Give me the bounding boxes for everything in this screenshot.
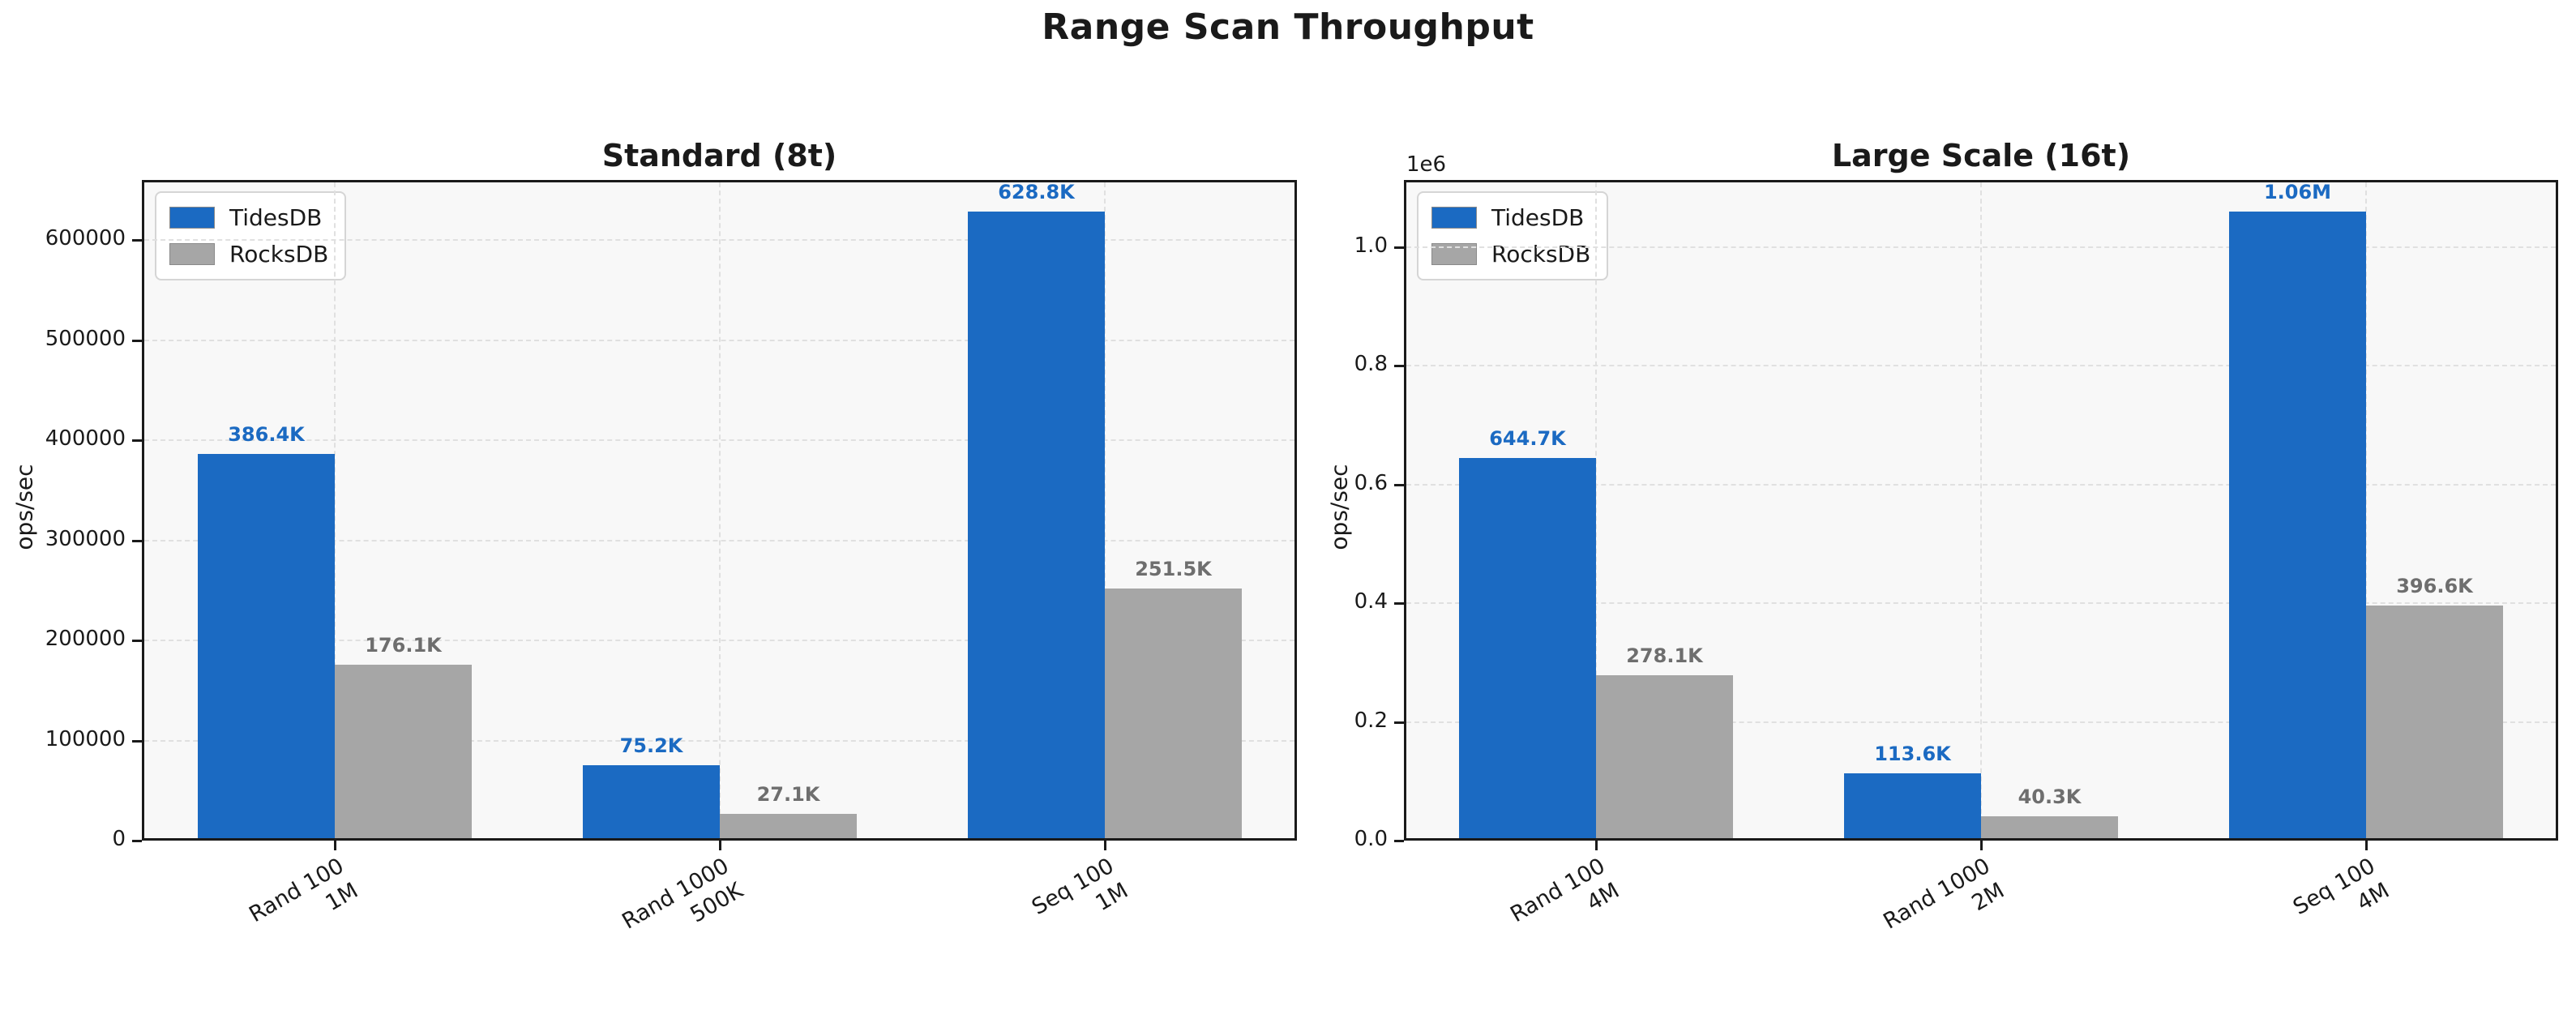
y-tick-label: 500000 bbox=[45, 326, 126, 351]
tick-mark bbox=[1394, 721, 1404, 724]
tick-mark bbox=[1394, 365, 1404, 368]
bar-value-label: 251.5K bbox=[1135, 558, 1212, 580]
bar-value-label: 113.6K bbox=[1874, 743, 1951, 765]
tick-mark bbox=[1595, 841, 1598, 850]
gridline bbox=[1980, 182, 1982, 838]
y-tick-label: 0.0 bbox=[1354, 827, 1388, 851]
tick-mark bbox=[132, 439, 142, 443]
legend-label-tidesdb: TidesDB bbox=[1491, 204, 1585, 231]
bar-tidesdb bbox=[583, 765, 720, 838]
legend-row-rocksdb: RocksDB bbox=[1431, 241, 1590, 268]
tick-mark bbox=[333, 841, 336, 850]
y-tick-label: 200000 bbox=[45, 627, 126, 652]
tick-mark bbox=[718, 841, 721, 850]
tick-mark bbox=[132, 739, 142, 743]
y-tick-label: 1.0 bbox=[1354, 233, 1388, 258]
tick-mark bbox=[1980, 841, 1983, 850]
y-axis-label: ops/sec bbox=[11, 464, 38, 550]
x-tick-label: Seq 100 4M bbox=[2288, 853, 2394, 921]
bar-rocksdb bbox=[720, 814, 857, 838]
legend-row-rocksdb: RocksDB bbox=[169, 241, 328, 268]
y-tick-label: 0.4 bbox=[1354, 589, 1388, 614]
bar-value-label: 176.1K bbox=[365, 634, 442, 657]
bar-value-label: 396.6K bbox=[2396, 575, 2473, 597]
legend: TidesDB RocksDB bbox=[155, 191, 347, 280]
bar-tidesdb bbox=[1844, 773, 1981, 838]
tidesdb-swatch bbox=[1431, 207, 1477, 229]
tick-mark bbox=[1394, 840, 1404, 842]
tick-mark bbox=[132, 339, 142, 342]
bar-rocksdb bbox=[335, 665, 472, 838]
tidesdb-swatch bbox=[169, 207, 215, 229]
bar-value-label: 644.7K bbox=[1489, 427, 1566, 450]
y-axis-offset-text: 1e6 bbox=[1406, 152, 1447, 177]
bar-value-label: 1.06M bbox=[2263, 181, 2332, 203]
y-tick-label: 400000 bbox=[45, 426, 126, 452]
bar-tidesdb bbox=[2229, 212, 2366, 838]
y-tick-label: 600000 bbox=[45, 226, 126, 251]
bar-rocksdb bbox=[1981, 816, 2118, 838]
figure-title: Range Scan Throughput bbox=[1042, 6, 1534, 48]
x-tick-label: Rand 1000 500K bbox=[617, 853, 747, 935]
tick-mark bbox=[132, 640, 142, 643]
x-tick-label: Rand 1000 2M bbox=[1879, 853, 2009, 935]
legend-label-rocksdb: RocksDB bbox=[1491, 241, 1591, 268]
y-tick-label: 300000 bbox=[45, 526, 126, 551]
y-tick-label: 100000 bbox=[45, 726, 126, 751]
rocksdb-swatch bbox=[169, 243, 215, 265]
tick-mark bbox=[1394, 483, 1404, 486]
x-tick-label: Rand 100 4M bbox=[1506, 853, 1624, 928]
subplot-title-standard: Standard (8t) bbox=[601, 138, 837, 173]
tick-mark bbox=[132, 239, 142, 242]
bar-value-label: 27.1K bbox=[756, 783, 820, 806]
bar-tidesdb bbox=[968, 212, 1105, 838]
legend-label-rocksdb: RocksDB bbox=[229, 241, 329, 268]
gridline bbox=[1595, 182, 1598, 838]
legend-row-tidesdb: TidesDB bbox=[1431, 204, 1590, 231]
bar-value-label: 628.8K bbox=[998, 181, 1075, 203]
bar-value-label: 278.1K bbox=[1626, 644, 1703, 667]
tick-mark bbox=[1103, 841, 1106, 850]
bar-tidesdb bbox=[1459, 458, 1596, 838]
bar-value-label: 75.2K bbox=[619, 734, 683, 757]
y-tick-label: 0.8 bbox=[1354, 352, 1388, 377]
tick-mark bbox=[2364, 841, 2368, 850]
legend-row-tidesdb: TidesDB bbox=[169, 204, 328, 231]
legend: TidesDB RocksDB bbox=[1417, 191, 1609, 280]
legend-label-tidesdb: TidesDB bbox=[229, 204, 323, 231]
y-axis-label: ops/sec bbox=[1325, 464, 1353, 550]
subplot-title-large-scale: Large Scale (16t) bbox=[1831, 138, 2131, 173]
gridline bbox=[718, 182, 721, 838]
x-tick-label: Rand 100 1M bbox=[244, 853, 362, 928]
bar-value-label: 386.4K bbox=[228, 423, 305, 446]
tick-mark bbox=[1394, 602, 1404, 606]
chart-figure: Range Scan Throughput Standard (8t) ops/… bbox=[11, 6, 2558, 935]
bar-rocksdb bbox=[1596, 675, 1733, 838]
figure: { "page_title": "Range Scan Throughput",… bbox=[11, 6, 2558, 935]
x-tick-label: Seq 100 1M bbox=[1027, 853, 1132, 921]
y-tick-label: 0.2 bbox=[1354, 708, 1388, 733]
tick-mark bbox=[132, 840, 142, 842]
bar-tidesdb bbox=[198, 454, 335, 838]
bar-value-label: 40.3K bbox=[2018, 785, 2082, 808]
tick-mark bbox=[1394, 246, 1404, 249]
y-tick-label: 0.6 bbox=[1354, 470, 1388, 495]
bar-rocksdb bbox=[2366, 606, 2503, 838]
tick-mark bbox=[132, 539, 142, 542]
y-tick-label: 0 bbox=[112, 827, 126, 851]
bar-rocksdb bbox=[1105, 589, 1242, 838]
